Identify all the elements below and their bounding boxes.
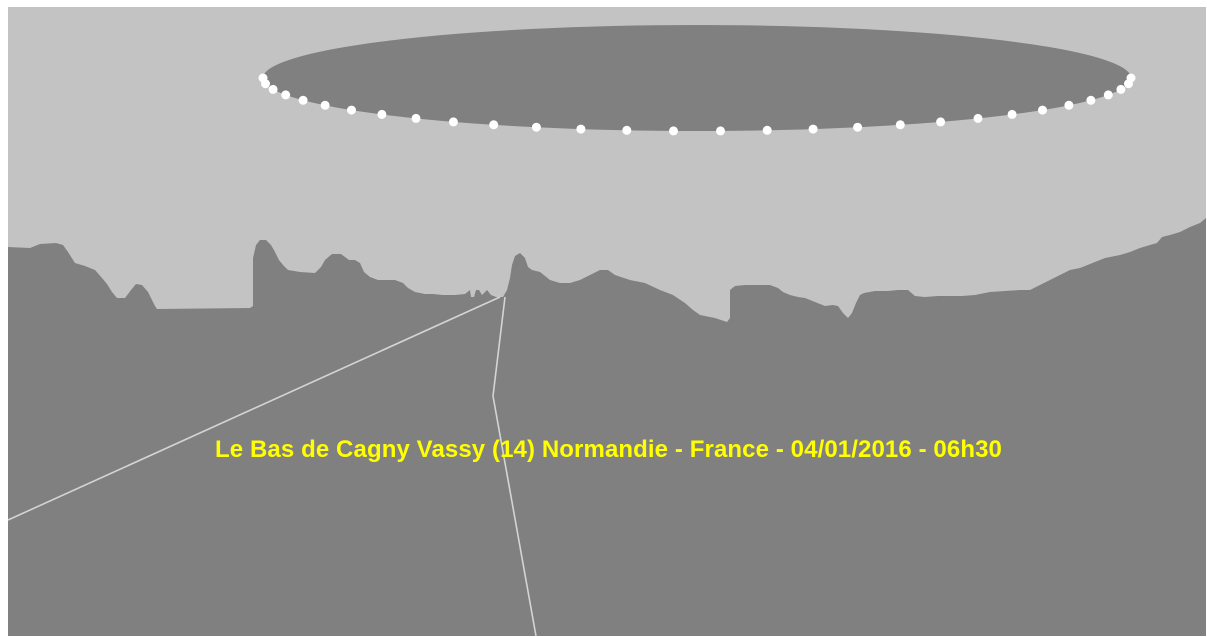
ufo-light: [762, 125, 772, 135]
ufo-light: [895, 120, 905, 130]
horizon-silhouette: [8, 218, 1206, 636]
ufo-light: [936, 117, 946, 127]
ufo-light: [1103, 90, 1113, 100]
ufo-light: [853, 122, 863, 132]
ufo-light: [669, 126, 678, 136]
ufo-light: [1126, 73, 1136, 83]
ufo-light: [1007, 109, 1017, 119]
ufo-light: [531, 122, 541, 132]
ufo: [258, 25, 1136, 136]
road-line-center: [492, 296, 537, 637]
ufo-light: [411, 113, 421, 123]
ufo-light: [1116, 84, 1126, 94]
ufo-light: [1038, 105, 1047, 115]
ufo-light: [298, 95, 308, 105]
ufo-light: [622, 125, 632, 135]
ufo-light: [268, 84, 278, 94]
ufo-light: [377, 109, 387, 119]
ufo-light: [576, 124, 586, 134]
ufo-light: [1064, 100, 1074, 110]
ufo-light: [489, 120, 499, 130]
ufo-lights: [258, 73, 1136, 136]
ufo-light: [448, 117, 458, 127]
ufo-light: [716, 126, 725, 136]
ufo-light: [281, 90, 291, 100]
ufo-light: [347, 105, 356, 115]
road-line-left: [7, 296, 501, 521]
ufo-light: [973, 113, 983, 123]
ufo-light: [261, 79, 270, 89]
ufo-light: [808, 124, 818, 134]
road-lines: [7, 296, 537, 637]
ufo-light: [1086, 95, 1096, 105]
ufo-disc: [263, 25, 1131, 131]
ufo-light: [320, 100, 330, 110]
caption-text: Le Bas de Cagny Vassy (14) Normandie - F…: [215, 436, 1002, 463]
